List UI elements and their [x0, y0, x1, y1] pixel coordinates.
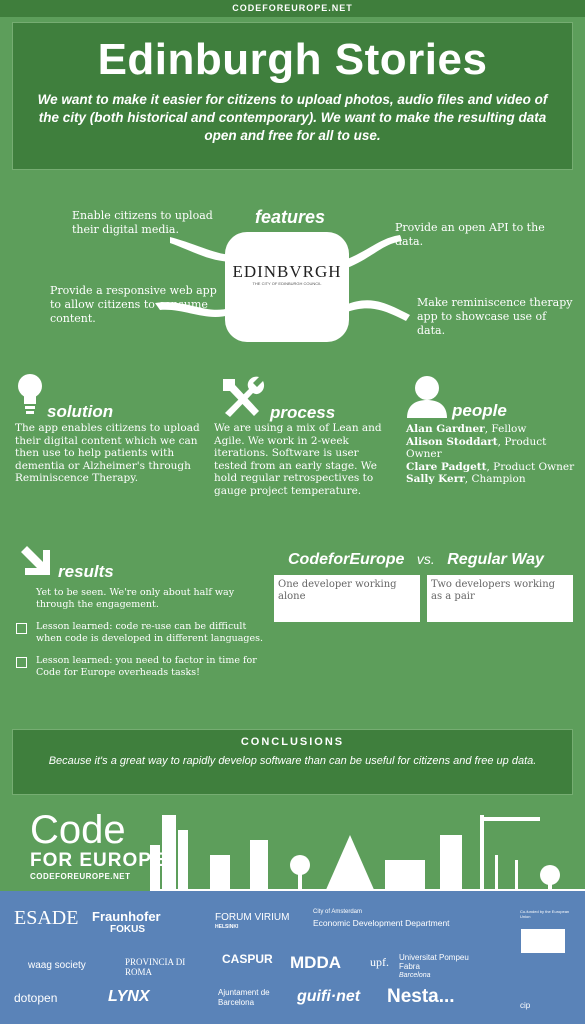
partner-logo[interactable]: dotopen — [14, 991, 58, 1005]
logo-subtitle: THE CITY OF EDINBURGH COUNCIL — [252, 281, 322, 286]
partner-logo[interactable]: FORUM VIRIUM — [215, 912, 290, 923]
conclusions-title: CONCLUSIONS — [240, 736, 345, 748]
checkbox-icon — [16, 657, 27, 668]
person-entry: Clare Padgett, Product Owner — [406, 460, 575, 473]
features-title: features — [255, 207, 326, 227]
partner-logo[interactable]: Ajuntament de Barcelona — [218, 988, 270, 1007]
lesson-item: Lesson learned: you need to factor in ti… — [36, 655, 257, 678]
feature-open-api: Provide an open API to the data. — [395, 221, 545, 248]
partner-logo[interactable]: PROVINCIA DI ROMA — [125, 957, 186, 977]
person-entry: Alan Gardner, Fellow — [406, 423, 527, 435]
solution-text: The app enables citizens to upload their… — [15, 422, 200, 484]
partner-logo[interactable]: LYNX — [108, 988, 150, 1005]
arrow-down-right-icon — [21, 546, 50, 575]
logo-name: EDINBVRGH — [232, 262, 342, 281]
process-title: process — [270, 403, 336, 422]
codeforeurope-box: One developer working alone — [274, 575, 420, 622]
feature-web-app: Provide a responsive web app to allow ci… — [50, 284, 217, 325]
partner-logo[interactable]: Universitat Pompeu Fabra — [399, 953, 469, 971]
solution-title: solution — [47, 402, 114, 421]
partner-logo[interactable]: waag society — [28, 960, 86, 971]
partner-logo[interactable]: cip — [520, 1001, 531, 1010]
partner-logo[interactable]: Economic Development Department — [313, 918, 450, 928]
hero-tagline: We want to make it easier for citizens t… — [37, 92, 548, 143]
lesson-item: Lesson learned: code re-use can be diffi… — [36, 621, 264, 644]
partner-logo[interactable]: Nesta... — [387, 986, 455, 1007]
regular-way-box: Two developers working as a pair — [427, 575, 573, 622]
partner-logo[interactable]: CASPUR — [222, 952, 273, 966]
city-skyline-graphic — [150, 815, 585, 892]
page-title: Edinburgh Stories — [97, 35, 488, 84]
feature-reminiscence-app: Make reminiscence therapy app to showcas… — [417, 296, 573, 337]
partner-logo[interactable]: upf. — [370, 955, 389, 969]
conclusions-text: Because it's a great way to rapidly deve… — [48, 755, 537, 767]
partner-logo[interactable]: Co-funded by the European Union — [520, 909, 570, 919]
partner-logo[interactable]: FOKUS — [110, 924, 145, 935]
checkbox-icon — [16, 623, 27, 634]
edinburgh-council-logo: EDINBVRGH THE CITY OF EDINBURGH COUNCIL — [225, 232, 349, 342]
partner-logo[interactable]: City of Amsterdam — [313, 909, 363, 915]
people-list: Alan Gardner, Fellow Alison Stoddart, Pr… — [406, 423, 585, 486]
feature-upload-media: Enable citizens to upload their digital … — [72, 209, 213, 236]
partner-logo[interactable]: guifi·net — [297, 988, 361, 1005]
partner-logo[interactable]: MDDA — [290, 953, 341, 972]
partner-logo[interactable]: ESADE — [14, 907, 79, 929]
site-banner[interactable]: CODEFOREUROPE.NET — [0, 0, 585, 17]
code-for-europe-logo[interactable]: Code FOR EUROPE CODEFOREUROPE.NET — [30, 808, 166, 881]
results-title: results — [58, 562, 114, 581]
partner-logo[interactable]: HELSINKI — [215, 924, 239, 930]
partner-logo[interactable]: Fraunhofer — [92, 909, 161, 924]
process-text: We are using a mix of Lean and Agile. We… — [214, 422, 382, 497]
comparison-title: CodeforEurope vs. Regular Way — [288, 551, 544, 568]
hero-panel: Edinburgh Stories We want to make it eas… — [12, 22, 573, 170]
lightbulb-icon — [18, 374, 42, 414]
features-connector-graphic — [155, 235, 410, 321]
results-intro: Yet to be seen. We're only about half wa… — [36, 587, 235, 610]
partners-strip: ESADE Fraunhofer FOKUS FORUM VIRIUM HELS… — [0, 891, 585, 1024]
person-entry: Alison Stoddart, Product Owner — [406, 435, 547, 461]
tools-icon — [223, 376, 265, 417]
people-title: people — [452, 401, 507, 420]
person-icon — [407, 376, 447, 418]
conclusions-panel: CONCLUSIONS Because it's a great way to … — [12, 729, 573, 795]
eu-flag-icon — [521, 929, 565, 953]
person-entry: Sally Kerr, Champion — [406, 473, 526, 485]
partner-logo[interactable]: Barcelona — [399, 972, 431, 979]
